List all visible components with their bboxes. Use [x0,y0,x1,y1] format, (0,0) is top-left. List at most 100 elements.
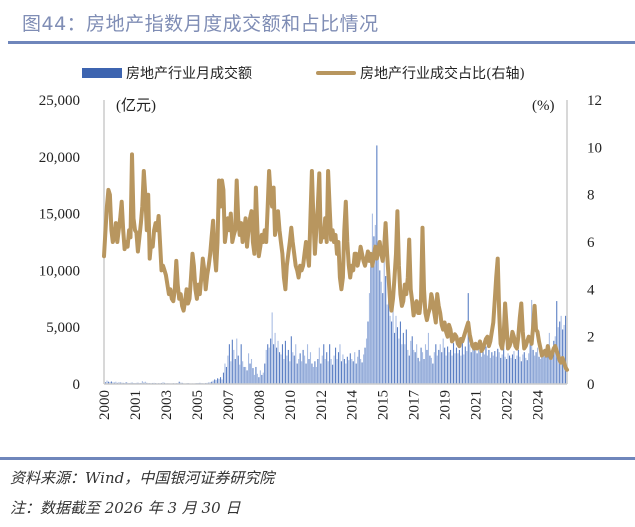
bar [441,352,443,384]
bar [442,338,444,384]
bar [475,347,477,384]
bar [357,356,359,384]
bar [501,354,503,384]
bar [460,355,462,384]
bar [333,355,335,384]
bar [290,336,292,384]
bar [498,352,500,384]
bar [511,354,514,384]
legend-swatch-line [316,71,356,75]
bar [289,361,291,384]
bar [209,382,211,384]
bar [448,352,450,384]
bar [302,349,304,384]
bar [380,281,382,384]
bar [537,347,539,384]
left-tick-label: 5,000 [46,320,80,336]
bar [360,359,362,384]
bar [252,368,254,384]
bar [245,366,247,384]
bar [249,363,251,384]
right-tick-label: 4 [587,282,595,298]
bar [424,344,427,384]
bar [517,349,519,384]
bar [391,321,393,384]
bar [516,355,518,384]
bar [106,380,108,384]
bar [270,338,272,384]
bar [470,352,472,384]
bar [141,381,143,384]
bar [365,338,368,384]
bar [351,359,353,384]
bar [520,361,522,384]
bar [330,359,332,384]
bar [461,340,463,384]
bar [458,349,460,384]
bar [538,356,540,384]
bar [426,349,428,384]
bar [407,349,409,384]
bar [563,324,565,384]
bar [318,347,320,384]
bar [329,344,331,384]
legend-item-share: 房地产行业成交占比(右轴) [316,63,525,83]
bar [419,361,421,384]
bar [276,347,278,384]
bar [395,315,397,384]
bar [513,351,515,384]
bar [305,363,307,384]
bar [423,359,425,384]
bar [429,355,431,384]
bar [529,344,531,384]
left-tick-label: 15,000 [39,207,80,223]
bar [488,349,490,384]
bar [335,347,337,384]
bar [219,377,222,384]
bar [560,315,562,384]
bar [408,355,410,384]
bar [503,347,505,384]
right-tick-label: 10 [587,140,602,156]
bar [301,361,303,384]
bar [217,378,219,384]
bar [427,332,429,384]
bar [317,359,319,384]
bar [393,332,396,384]
figure-title: 图44：房地产指数月度成交额和占比情况 [22,13,379,35]
bar [492,355,494,384]
bar [256,373,258,384]
left-tick-label: 20,000 [39,150,80,166]
bar [544,355,546,384]
bar [104,382,107,384]
x-tick-label: 2010 [283,390,299,420]
bar [327,361,329,384]
bar [298,359,300,384]
bar [396,327,399,384]
bar [352,361,354,384]
x-tick-label: 2024 [531,390,547,421]
bar [280,354,282,384]
bar [326,352,328,384]
bar [506,359,508,384]
bar [528,353,530,384]
bar [451,355,453,384]
bar [271,312,273,384]
bar [445,355,447,384]
bar [466,351,468,384]
bar [224,363,226,384]
bar [455,347,458,384]
bar [212,380,214,384]
bar [110,381,112,384]
bar [485,346,487,384]
bar [486,355,488,384]
bar [392,298,394,384]
x-tick-label: 2012 [314,390,330,420]
bar [284,340,286,384]
right-tick-label: 2 [587,330,595,346]
bar [211,381,213,384]
bar [480,356,483,384]
bar [324,359,326,384]
bar [376,145,378,384]
bar [306,344,309,384]
